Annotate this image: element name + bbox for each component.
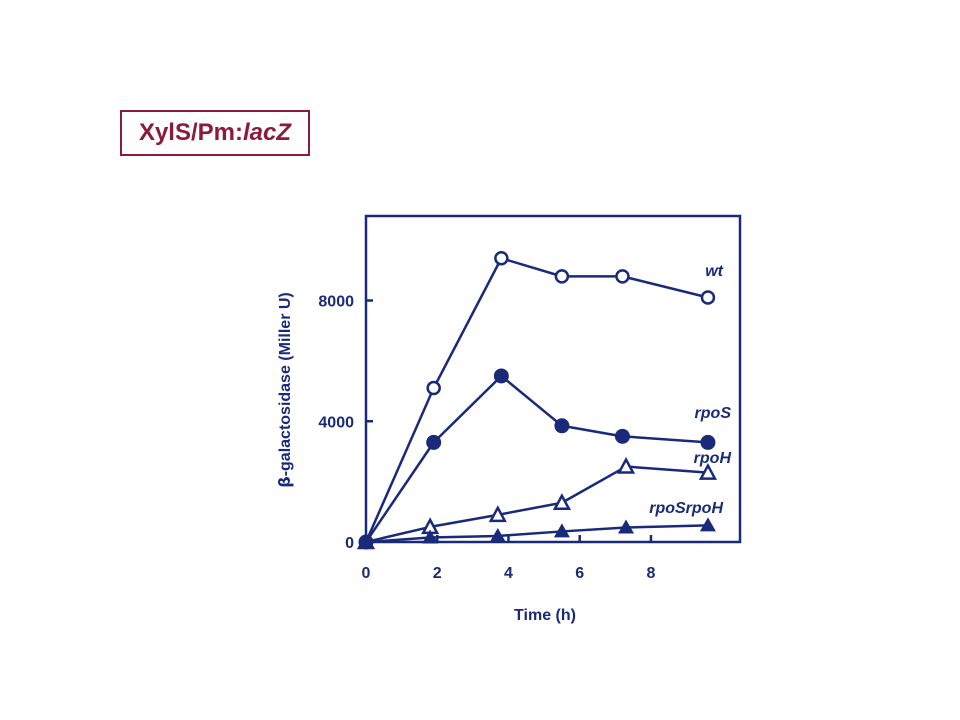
data-point-rpoh-5 [698,462,718,480]
y-axis-title: β-galactosidase (Miller U) [275,292,294,488]
data-point-rpos-1 [426,434,442,450]
data-point-rposrpoh-3 [553,523,570,538]
data-point-rposrpoh-1 [422,529,439,544]
y-tick-label-0: 0 [345,535,354,552]
data-point-rpoh-3 [552,493,571,511]
plot-frame [364,214,742,544]
chart-title: XylS/Pm: lacZ [120,110,310,156]
data-point-rposrpoh-0 [358,534,374,548]
data-point-wt-4 [615,269,630,284]
data-point-wt-3 [554,269,570,284]
data-point-rposrpoh-2 [489,527,506,542]
chart-title-italic: lacZ [243,119,292,146]
series-line-rposrpoh [365,524,708,544]
series-line-rpoh [365,465,709,544]
series-lines [364,257,709,544]
data-point-rpos-3 [554,418,570,434]
series-label-rposrpoh: rpoSrpoH [649,500,723,517]
data-point-rpos-2 [493,368,509,384]
x-tick-label-2: 4 [504,565,513,582]
data-point-rpoh-2 [488,505,507,523]
series-label-rpoh: rpoH [694,450,732,467]
axis-ticks [364,299,653,544]
data-point-rposrpoh-5 [699,517,716,532]
x-tick-label-3: 6 [575,565,584,582]
x-axis-title: Time (h) [514,607,576,624]
series-label-rposs: rpoS [695,405,732,422]
data-point-rpos-5 [700,434,716,450]
x-tick-label-1: 2 [433,565,442,582]
data-point-rposrpoh-4 [618,519,635,534]
data-point-rpos-4 [614,428,630,444]
data-point-wt-2 [494,251,509,266]
axis-tick-labels: 0 2 4 6 8 0 4000 8000 [318,294,655,582]
data-point-wt-1 [426,380,441,396]
y-tick-label-1: 4000 [318,414,354,431]
series-label-wt: wt [705,263,723,280]
series-line-rpos [364,374,709,543]
chart-title-prefix: XylS/Pm: [138,119,243,146]
series-markers [356,251,718,550]
y-tick-label-2: 8000 [318,294,354,311]
x-tick-label-0: 0 [362,565,371,582]
series-line-wt [364,257,709,543]
y-axis-title-text: -galactosidase (Miller U) [277,292,294,476]
x-tick-label-4: 8 [646,565,655,582]
data-point-wt-5 [700,290,716,305]
y-axis-title-symbol: β [275,476,294,487]
data-point-rpoh-4 [616,456,636,474]
